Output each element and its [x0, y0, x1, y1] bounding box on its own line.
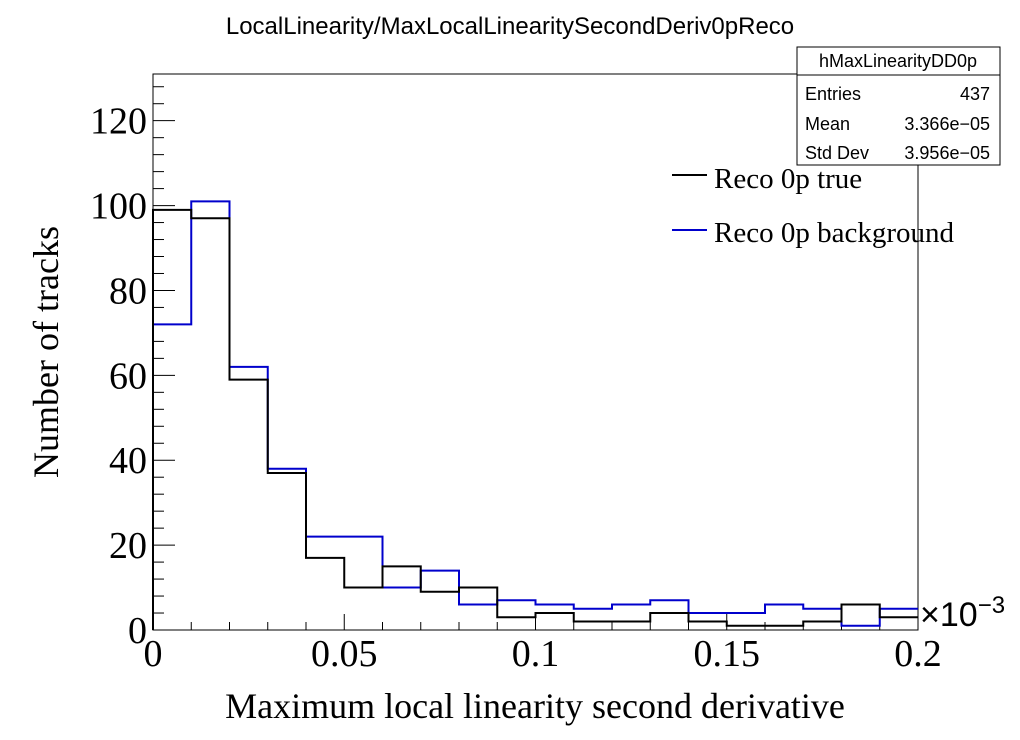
histogram-bin — [153, 210, 191, 630]
y-tick-label: 0 — [128, 610, 147, 652]
histogram-line — [152, 208, 918, 630]
histogram-bin — [765, 626, 803, 630]
legend-label-background: Reco 0p background — [714, 217, 954, 249]
series-layer — [152, 200, 918, 630]
histogram-bin — [842, 605, 880, 630]
histogram-bin — [421, 592, 459, 630]
histogram-bin — [344, 588, 382, 630]
histogram-bin — [650, 613, 688, 630]
stats-mean-label: Mean — [805, 114, 850, 134]
series-true — [152, 208, 918, 630]
histogram-bin — [689, 622, 727, 630]
y-tick-label: 20 — [109, 525, 147, 567]
x-tick-label: 0 — [144, 633, 163, 675]
y-tick-label: 40 — [109, 440, 147, 482]
x-axis-ticks: 0 0.05 0.1 0.15 0.2 — [144, 614, 942, 675]
x-axis-multiplier-exponent: −3 — [978, 592, 1005, 619]
histogram-bin — [497, 617, 535, 630]
x-axis-multiplier: ×10−3 — [920, 592, 1005, 634]
y-tick-label: 60 — [109, 355, 147, 397]
histogram-bin — [268, 473, 306, 630]
stats-entries-value: 437 — [960, 84, 990, 104]
histogram-bin — [536, 613, 574, 630]
legend-label-true: Reco 0p true — [714, 163, 862, 195]
stats-stddev-label: Std Dev — [805, 143, 869, 163]
chart-title: LocalLinearity/MaxLocalLinearitySecondDe… — [226, 13, 794, 40]
stats-entries-label: Entries — [805, 84, 861, 104]
x-tick-label: 0.15 — [694, 633, 761, 675]
histogram-bin — [612, 622, 650, 630]
histogram-bin — [383, 566, 421, 630]
stats-box-title: hMaxLinearityDD0p — [819, 51, 977, 71]
stats-mean-value: 3.366e−05 — [904, 114, 990, 134]
y-tick-label: 100 — [90, 186, 147, 228]
histogram-bin — [459, 588, 497, 630]
histogram-bin — [191, 218, 229, 630]
histogram-bin — [230, 380, 268, 630]
histogram-bin — [574, 622, 612, 630]
y-axis-label: Number of tracks — [26, 226, 66, 478]
histogram-bin — [803, 622, 841, 630]
x-tick-label: 0.1 — [512, 633, 560, 675]
stats-stddev-value: 3.956e−05 — [904, 143, 990, 163]
y-tick-label: 120 — [90, 101, 147, 143]
x-axis-label: Maximum local linearity second derivativ… — [225, 686, 845, 726]
stats-box-frame — [796, 46, 1001, 166]
stats-box: hMaxLinearityDD0p Entries 437 Mean 3.366… — [796, 46, 1001, 166]
x-tick-label: 0.2 — [894, 633, 942, 675]
y-tick-label: 80 — [109, 270, 147, 312]
histogram-bin — [727, 626, 765, 630]
histogram-bin — [306, 558, 344, 630]
legend: Reco 0p true Reco 0p background — [672, 163, 954, 249]
histogram-bin — [880, 617, 918, 630]
x-tick-label: 0.05 — [311, 633, 378, 675]
y-axis-ticks: 0 20 40 60 80 100 120 — [90, 86, 175, 652]
